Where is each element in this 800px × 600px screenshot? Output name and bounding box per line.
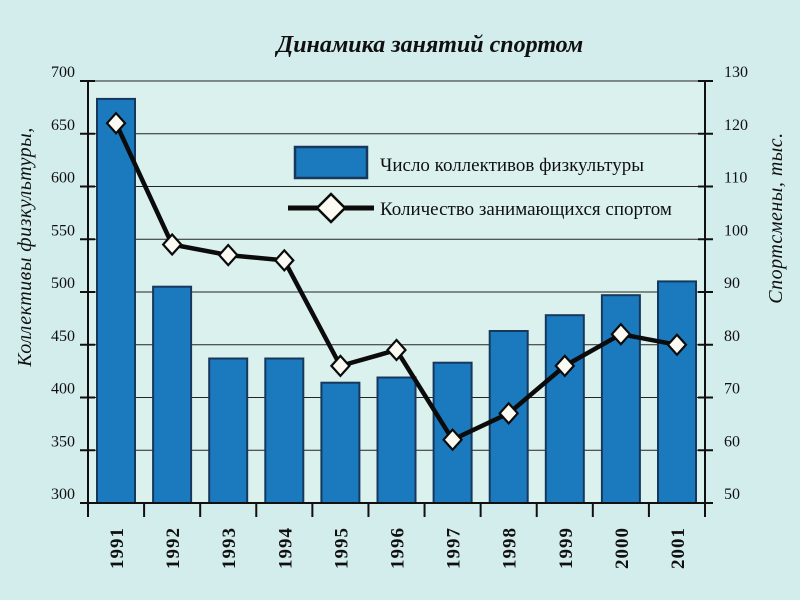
- left-tick-label-300: 300: [51, 486, 75, 503]
- right-tick-label-130: 130: [724, 64, 748, 81]
- x-label-1995: 1995: [331, 527, 352, 569]
- right-tick-label-70: 70: [724, 381, 740, 398]
- bar-1994: [264, 357, 305, 504]
- marker-1991: [105, 111, 127, 135]
- tick-labels: 300 350 400 450 500 550 600 650 700 50 60 70 80 90 100…: [51, 64, 748, 569]
- left-tick-label-350: 350: [51, 433, 75, 450]
- legend: Число коллективов физкультуры Количество…: [288, 145, 672, 224]
- legend-bar-label: Число коллективов физкультуры: [380, 155, 644, 176]
- x-label-1994: 1994: [275, 527, 296, 569]
- x-label-1991: 1991: [107, 527, 128, 569]
- axes: [80, 80, 713, 517]
- left-tick-label-450: 450: [51, 328, 75, 345]
- bar-2001: [657, 280, 697, 504]
- bar-1996: [376, 376, 417, 504]
- left-tick-label-600: 600: [51, 170, 75, 187]
- left-tick-label-400: 400: [51, 381, 75, 398]
- marker-1996: [386, 338, 407, 362]
- left-tick-label-700: 700: [51, 64, 75, 81]
- x-label-1999: 1999: [556, 527, 577, 569]
- left-tick-label-650: 650: [51, 117, 75, 134]
- x-label-2000: 2000: [612, 527, 633, 569]
- legend-diamond-icon: [315, 192, 347, 224]
- marker-1999: [554, 354, 576, 378]
- bar-1995: [320, 381, 361, 505]
- right-tick-label-110: 110: [724, 170, 747, 187]
- x-label-1998: 1998: [500, 527, 521, 569]
- marker-1994: [273, 248, 295, 272]
- x-label-2001: 2001: [668, 527, 689, 569]
- right-tick-label-60: 60: [724, 433, 740, 450]
- bar-1991: [96, 97, 136, 505]
- marker-2000: [610, 322, 632, 346]
- marker-2001: [666, 333, 688, 357]
- left-tick-label-500: 500: [51, 275, 75, 292]
- line-series: [105, 111, 688, 452]
- marker-1998: [498, 401, 520, 425]
- bar-1993: [208, 357, 249, 504]
- right-tick-label-100: 100: [724, 222, 748, 239]
- bar-1992: [152, 285, 193, 505]
- marker-1997: [442, 428, 464, 452]
- bar-1999: [544, 314, 585, 505]
- legend-bar-swatch: [293, 145, 369, 180]
- left-tick-label-550: 550: [51, 222, 75, 239]
- marker-1993: [217, 243, 239, 267]
- x-label-1997: 1997: [444, 527, 465, 569]
- right-axis-title: Спортсмены, тыс.: [765, 132, 787, 303]
- legend-line-label: Количество занимающихся спортом: [380, 199, 672, 220]
- bar-2000: [600, 294, 641, 505]
- x-label-1996: 1996: [388, 527, 409, 569]
- left-axis-title: Коллективы физкультуры,: [14, 127, 36, 367]
- x-label-1992: 1992: [163, 527, 184, 569]
- right-tick-label-120: 120: [724, 117, 748, 134]
- x-label-1993: 1993: [219, 527, 240, 569]
- right-tick-label-90: 90: [724, 275, 740, 292]
- chart-title: Динамика занятий спортом: [275, 32, 583, 58]
- marker-1995: [329, 354, 351, 378]
- right-tick-label-80: 80: [724, 328, 740, 345]
- marker-1992: [161, 232, 183, 257]
- right-tick-label-50: 50: [724, 486, 740, 503]
